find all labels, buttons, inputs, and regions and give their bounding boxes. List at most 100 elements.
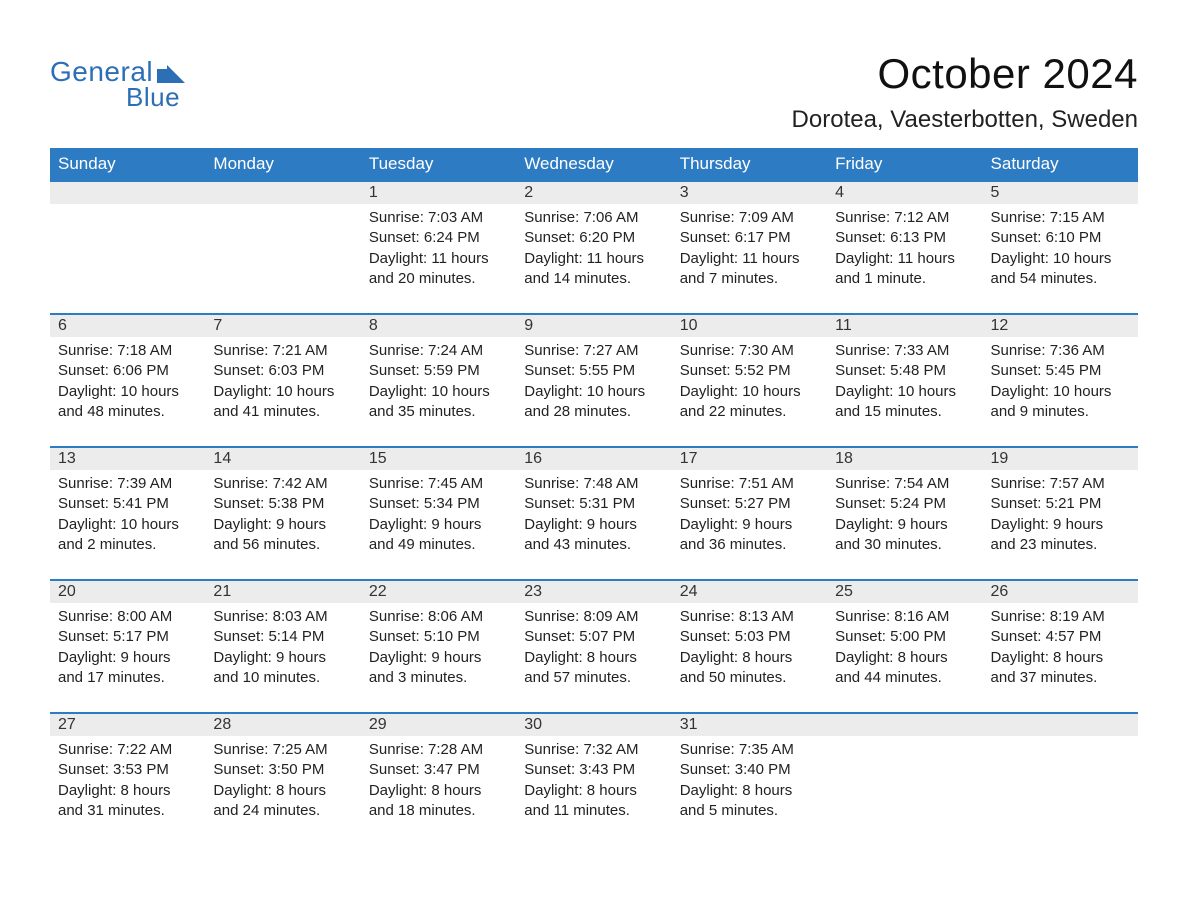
day-number-cell: 12 <box>983 314 1138 337</box>
sunrise-text: Sunrise: 7:54 AM <box>835 474 974 494</box>
sunset-text: Sunset: 5:48 PM <box>835 361 974 381</box>
day-number: 14 <box>213 450 231 467</box>
day-number: 28 <box>213 716 231 733</box>
day-number: 21 <box>213 583 231 600</box>
flag-icon <box>157 65 185 83</box>
sunrise-text: Sunrise: 7:42 AM <box>213 474 352 494</box>
sunrise-text: Sunrise: 7:33 AM <box>835 341 974 361</box>
day-number-cell: 6 <box>50 314 205 337</box>
day-number-cell: 10 <box>672 314 827 337</box>
day-detail-cell: Sunrise: 7:24 AMSunset: 5:59 PMDaylight:… <box>361 337 516 447</box>
day-detail-cell: Sunrise: 7:30 AMSunset: 5:52 PMDaylight:… <box>672 337 827 447</box>
day-detail-cell: Sunrise: 7:54 AMSunset: 5:24 PMDaylight:… <box>827 470 982 580</box>
day-number: 11 <box>835 317 852 334</box>
day-number: 9 <box>524 317 533 334</box>
sunset-text: Sunset: 5:00 PM <box>835 627 974 647</box>
day-number-cell: 4 <box>827 181 982 204</box>
sunset-text: Sunset: 6:10 PM <box>991 228 1130 248</box>
day-number-cell: 30 <box>516 713 671 736</box>
day-detail-cell: Sunrise: 7:48 AMSunset: 5:31 PMDaylight:… <box>516 470 671 580</box>
sunset-text: Sunset: 5:34 PM <box>369 494 508 514</box>
day-detail-cell <box>205 204 360 314</box>
day-number-cell: 17 <box>672 447 827 470</box>
daylight-text: Daylight: 11 hours and 14 minutes. <box>524 249 663 290</box>
sunrise-text: Sunrise: 7:25 AM <box>213 740 352 760</box>
sunset-text: Sunset: 5:14 PM <box>213 627 352 647</box>
day-number-cell: 13 <box>50 447 205 470</box>
daylight-text: Daylight: 8 hours and 18 minutes. <box>369 781 508 822</box>
sunrise-text: Sunrise: 7:06 AM <box>524 208 663 228</box>
weekday-header: Saturday <box>983 148 1138 181</box>
sunrise-text: Sunrise: 8:13 AM <box>680 607 819 627</box>
sunrise-text: Sunrise: 8:16 AM <box>835 607 974 627</box>
day-number: 7 <box>213 317 222 334</box>
day-detail-row: Sunrise: 8:00 AMSunset: 5:17 PMDaylight:… <box>50 603 1138 713</box>
day-detail-cell: Sunrise: 7:22 AMSunset: 3:53 PMDaylight:… <box>50 736 205 846</box>
daylight-text: Daylight: 10 hours and 9 minutes. <box>991 382 1130 423</box>
day-number: 20 <box>58 583 76 600</box>
title-block: October 2024 Dorotea, Vaesterbotten, Swe… <box>792 50 1138 134</box>
day-detail-cell: Sunrise: 8:03 AMSunset: 5:14 PMDaylight:… <box>205 603 360 713</box>
day-number-cell: 3 <box>672 181 827 204</box>
day-number: 24 <box>680 583 698 600</box>
day-number: 8 <box>369 317 378 334</box>
daylight-text: Daylight: 9 hours and 49 minutes. <box>369 515 508 556</box>
day-number-cell: 15 <box>361 447 516 470</box>
day-number: 19 <box>991 450 1009 467</box>
sunrise-text: Sunrise: 7:57 AM <box>991 474 1130 494</box>
sunrise-text: Sunrise: 7:35 AM <box>680 740 819 760</box>
sunset-text: Sunset: 5:03 PM <box>680 627 819 647</box>
sunrise-text: Sunrise: 7:27 AM <box>524 341 663 361</box>
daylight-text: Daylight: 9 hours and 17 minutes. <box>58 648 197 689</box>
day-number: 13 <box>58 450 76 467</box>
day-number-row: 67 8 9 10 11 12 <box>50 314 1138 337</box>
day-number-cell: 18 <box>827 447 982 470</box>
weekday-header: Wednesday <box>516 148 671 181</box>
sunset-text: Sunset: 4:57 PM <box>991 627 1130 647</box>
page-title: October 2024 <box>792 50 1138 98</box>
day-number-cell: 16 <box>516 447 671 470</box>
daylight-text: Daylight: 8 hours and 11 minutes. <box>524 781 663 822</box>
sunrise-text: Sunrise: 7:45 AM <box>369 474 508 494</box>
day-number: 29 <box>369 716 387 733</box>
day-number-cell: 31 <box>672 713 827 736</box>
day-number-cell: 29 <box>361 713 516 736</box>
weekday-header: Tuesday <box>361 148 516 181</box>
sunset-text: Sunset: 5:52 PM <box>680 361 819 381</box>
day-detail-cell: Sunrise: 7:21 AMSunset: 6:03 PMDaylight:… <box>205 337 360 447</box>
daylight-text: Daylight: 11 hours and 1 minute. <box>835 249 974 290</box>
day-number-cell: 7 <box>205 314 360 337</box>
daylight-text: Daylight: 9 hours and 56 minutes. <box>213 515 352 556</box>
location: Dorotea, Vaesterbotten, Sweden <box>792 106 1138 134</box>
day-number-cell <box>827 713 982 736</box>
day-number: 25 <box>835 583 853 600</box>
day-number: 31 <box>680 716 698 733</box>
day-number: 30 <box>524 716 542 733</box>
day-detail-row: Sunrise: 7:39 AMSunset: 5:41 PMDaylight:… <box>50 470 1138 580</box>
sunrise-text: Sunrise: 8:03 AM <box>213 607 352 627</box>
sunset-text: Sunset: 5:55 PM <box>524 361 663 381</box>
sunset-text: Sunset: 6:17 PM <box>680 228 819 248</box>
day-number: 16 <box>524 450 542 467</box>
sunrise-text: Sunrise: 7:48 AM <box>524 474 663 494</box>
day-detail-cell: Sunrise: 7:27 AMSunset: 5:55 PMDaylight:… <box>516 337 671 447</box>
day-detail-cell <box>983 736 1138 846</box>
weekday-header: Thursday <box>672 148 827 181</box>
daylight-text: Daylight: 10 hours and 22 minutes. <box>680 382 819 423</box>
sunrise-text: Sunrise: 7:28 AM <box>369 740 508 760</box>
day-number: 4 <box>835 184 844 201</box>
daylight-text: Daylight: 9 hours and 10 minutes. <box>213 648 352 689</box>
daylight-text: Daylight: 9 hours and 30 minutes. <box>835 515 974 556</box>
day-detail-cell: Sunrise: 7:39 AMSunset: 5:41 PMDaylight:… <box>50 470 205 580</box>
sunrise-text: Sunrise: 7:15 AM <box>991 208 1130 228</box>
sunset-text: Sunset: 5:38 PM <box>213 494 352 514</box>
day-number-cell: 23 <box>516 580 671 603</box>
day-number: 22 <box>369 583 387 600</box>
day-detail-cell: Sunrise: 7:06 AMSunset: 6:20 PMDaylight:… <box>516 204 671 314</box>
sunset-text: Sunset: 5:10 PM <box>369 627 508 647</box>
sunrise-text: Sunrise: 7:51 AM <box>680 474 819 494</box>
day-number-cell: 21 <box>205 580 360 603</box>
daylight-text: Daylight: 10 hours and 41 minutes. <box>213 382 352 423</box>
sunrise-text: Sunrise: 8:19 AM <box>991 607 1130 627</box>
sunrise-text: Sunrise: 8:06 AM <box>369 607 508 627</box>
